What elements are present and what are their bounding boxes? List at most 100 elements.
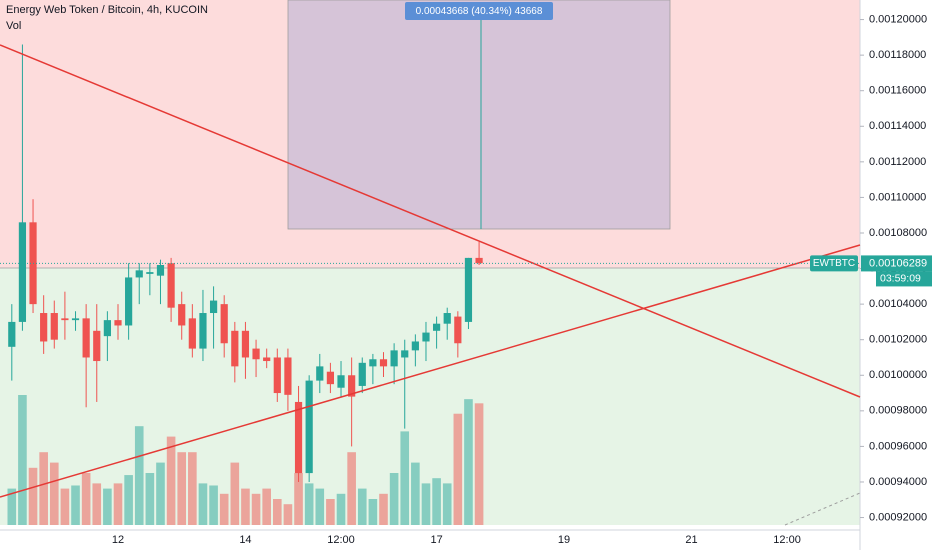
volume-bar	[71, 485, 80, 525]
volume-bar	[209, 485, 218, 525]
candle-body	[167, 263, 175, 308]
x-tick-label: 12:00	[327, 534, 355, 546]
trend-line-down	[0, 44, 861, 398]
symbol-tag-bg	[810, 255, 858, 272]
volume-bar	[156, 462, 165, 525]
candle-body	[475, 257, 483, 264]
volume-bar	[294, 473, 303, 525]
y-tick-label: 0.00108000	[869, 227, 927, 239]
candle-body	[348, 375, 356, 397]
volume-bar	[304, 483, 314, 525]
volume-bar	[81, 473, 91, 525]
candle-body	[125, 277, 133, 326]
candle-body	[390, 350, 398, 367]
y-tick-label: 0.00094000	[869, 476, 927, 488]
y-tick-label: 0.00120000	[869, 13, 927, 25]
volume-bar	[389, 473, 399, 525]
volume-bar	[453, 413, 463, 525]
x-tick-label: 17	[430, 534, 442, 546]
volume-bar	[411, 462, 420, 525]
candle-body	[401, 350, 409, 358]
candle-body	[114, 320, 122, 326]
x-tick-label: 19	[558, 534, 570, 546]
candle-body	[284, 357, 292, 395]
volume-bar	[379, 493, 388, 525]
candle-body	[379, 359, 388, 367]
volume-bar	[219, 493, 229, 525]
candle-body	[443, 313, 451, 324]
y-tick-label: 0.00114000	[869, 120, 926, 132]
volume-bar	[442, 483, 452, 525]
x-tick-label: 12	[112, 534, 124, 546]
y-tick-label: 0.00116000	[869, 85, 926, 97]
volume-bar	[251, 493, 261, 525]
volume-bar	[28, 467, 38, 525]
price-tag: 0.00106289	[869, 257, 927, 269]
y-tick-label: 0.00104000	[869, 298, 927, 310]
volume-bar	[347, 452, 356, 525]
candle-body	[231, 330, 239, 367]
countdown: 03:59:09	[880, 273, 921, 285]
volume-bar	[145, 473, 155, 525]
candle-body	[8, 321, 16, 347]
volume-bar	[103, 488, 112, 525]
candle-body	[369, 359, 377, 367]
volume-bar	[336, 493, 346, 525]
x-tick-label: 12:00	[773, 534, 801, 546]
volume-bar	[273, 499, 282, 525]
chart-title: Energy Web Token / Bitcoin, 4h, KUCOIN	[6, 4, 208, 16]
projection-line	[784, 492, 861, 526]
volume-bar	[368, 499, 378, 525]
volume-bar	[124, 475, 133, 525]
y-tick-label: 0.00110000	[869, 191, 926, 203]
candle-body	[135, 270, 143, 278]
volume-bar	[357, 488, 367, 525]
countdown-bg	[876, 271, 932, 287]
volume-bar	[315, 488, 325, 525]
volume-bar	[262, 488, 271, 525]
candle-body	[411, 341, 419, 351]
marks	[7, 44, 484, 525]
candle-body	[188, 318, 196, 349]
volume-bar	[432, 478, 441, 525]
y-tick-label: 0.00092000	[869, 511, 927, 523]
volume-label: Vol	[6, 20, 21, 32]
candle-body	[82, 318, 90, 358]
volume-bar	[113, 483, 123, 525]
volume-bar	[60, 488, 70, 525]
candle-body	[464, 257, 473, 322]
candle-body	[433, 323, 441, 331]
candle-body	[337, 375, 345, 388]
candle-body	[50, 313, 58, 340]
volume-bar	[198, 483, 208, 525]
candle-body	[199, 313, 207, 349]
candle-body	[263, 357, 271, 362]
volume-bar	[421, 483, 431, 525]
volume-bar	[49, 462, 59, 525]
volume-bar	[400, 431, 410, 525]
volume-bar	[7, 488, 17, 525]
candle-body	[146, 272, 154, 274]
candle-body	[326, 371, 334, 385]
candle-body	[294, 401, 303, 474]
volume-bar	[39, 452, 48, 525]
candle-body	[220, 304, 228, 344]
volume-bar	[230, 462, 240, 525]
volume-bar	[283, 504, 293, 525]
volume-bar	[134, 426, 144, 525]
candle-body	[156, 265, 165, 276]
measure-box	[287, 0, 671, 230]
candle-body	[61, 318, 69, 321]
volume-bar	[474, 403, 484, 525]
annotation: 0.00043668 (40.34%) 43668	[416, 6, 543, 17]
volume-bar	[18, 395, 27, 525]
y-tick-label: 0.00100000	[869, 369, 927, 381]
volume-bar	[166, 436, 176, 525]
trend-line-up	[0, 244, 861, 498]
candle-body	[273, 357, 281, 394]
candle-body	[358, 362, 366, 386]
price-tag-bg	[861, 255, 932, 272]
y-tick-label: 0.00102000	[869, 334, 927, 346]
candle-body	[422, 332, 430, 342]
